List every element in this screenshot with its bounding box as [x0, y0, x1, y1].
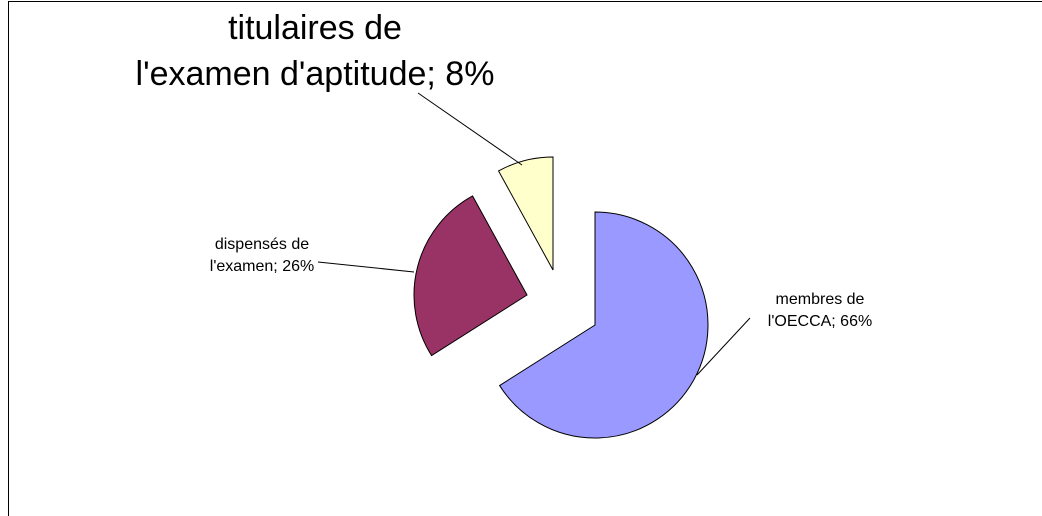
pie-slice: [498, 211, 709, 439]
leader-line: [317, 261, 415, 273]
data-label: dispensés de l'examen; 26%: [210, 236, 314, 275]
data-label: titulaires de l'examen d'aptitude; 8%: [136, 9, 495, 93]
pie-slice: [413, 195, 528, 357]
leader-line: [696, 317, 751, 376]
data-label: membres de l'OECCA; 66%: [768, 291, 872, 330]
leader-line: [417, 92, 523, 166]
pie-slice: [497, 156, 554, 271]
